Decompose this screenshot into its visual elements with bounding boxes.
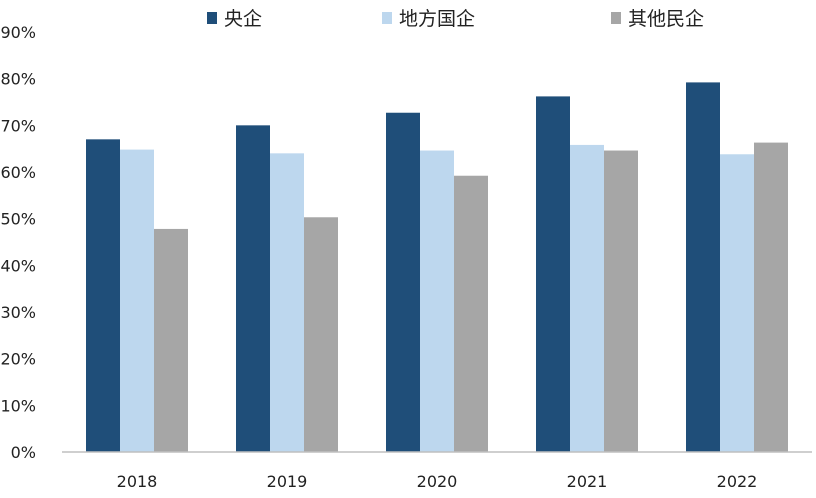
y-tick-label: 10% <box>0 396 36 415</box>
bar-2020-series-2 <box>420 150 454 453</box>
bar-2021-series-3 <box>604 150 638 453</box>
legend-label: 央企 <box>224 8 262 30</box>
y-tick-label: 80% <box>0 70 36 89</box>
x-tick-label: 2018 <box>117 472 158 491</box>
y-tick-label: 90% <box>0 23 36 42</box>
bar-2018-series-2 <box>120 149 154 452</box>
legend-label: 其他民企 <box>628 8 704 30</box>
bar-2019-series-3 <box>304 217 338 452</box>
legend: 央企 地方国企 其他民企 <box>207 8 704 30</box>
y-tick-label: 0% <box>11 443 36 462</box>
x-axis: 2018 2019 2020 2021 2022 <box>117 472 758 491</box>
y-tick-label: 20% <box>0 350 36 369</box>
x-tick-label: 2021 <box>567 472 608 491</box>
bar-2019-series-2 <box>270 153 304 453</box>
bar-2018-series-1 <box>86 139 120 453</box>
bar-2021-series-1 <box>536 96 570 453</box>
bar-2022-series-2 <box>720 154 754 452</box>
legend-swatch <box>611 12 621 24</box>
x-tick-label: 2020 <box>417 472 458 491</box>
bar-2019-series-1 <box>236 125 270 452</box>
y-axis: 0% 10% 20% 30% 40% 50% 60% 70% 80% 90% <box>0 23 36 462</box>
y-tick-label: 50% <box>0 210 36 229</box>
legend-swatch <box>207 12 217 24</box>
bar-2021-series-2 <box>570 144 604 452</box>
legend-label: 地方国企 <box>399 8 475 30</box>
y-tick-label: 70% <box>0 116 36 135</box>
legend-swatch <box>382 12 392 24</box>
y-tick-label: 40% <box>0 256 36 275</box>
y-tick-label: 30% <box>0 303 36 322</box>
bar-2018-series-3 <box>154 228 188 452</box>
bar-2020-series-3 <box>454 175 488 452</box>
bar-2022-series-3 <box>754 142 788 452</box>
bar-2020-series-1 <box>386 112 420 452</box>
bars <box>86 82 788 453</box>
x-tick-label: 2022 <box>717 472 758 491</box>
x-tick-label: 2019 <box>267 472 308 491</box>
bar-2022-series-1 <box>686 82 720 453</box>
y-tick-label: 60% <box>0 163 36 182</box>
